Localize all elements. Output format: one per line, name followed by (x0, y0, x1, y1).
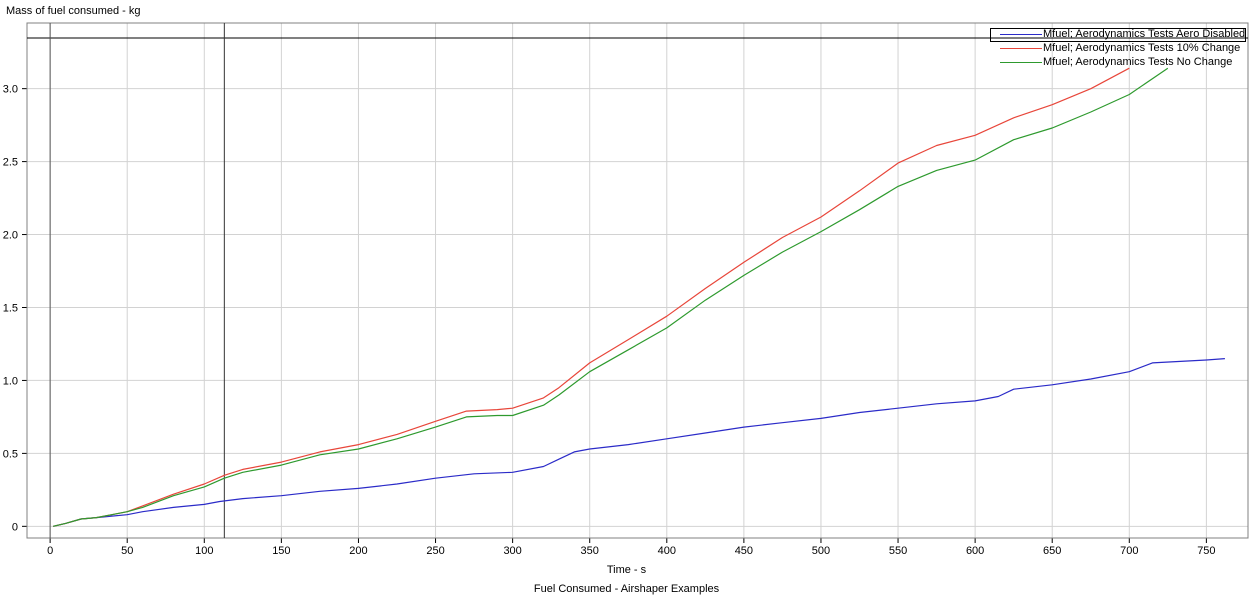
y-tick-label: 2.5 (3, 157, 18, 169)
x-tick-label: 500 (812, 545, 830, 557)
y-axis-label: Mass of fuel consumed - kg (6, 5, 141, 17)
x-axis-label: Time - s (606, 564, 647, 576)
legend-swatch (1000, 62, 1042, 63)
y-tick-label: 1.5 (3, 302, 18, 314)
x-tick-label: 200 (349, 545, 367, 557)
axes (22, 22, 1249, 543)
legend-selection-box (990, 28, 1246, 42)
series-lines (53, 67, 1225, 527)
plot-frame (26, 22, 1249, 539)
legend-item-10pct-change[interactable]: Mfuel; Aerodynamics Tests 10% Change (990, 42, 1246, 55)
legend-swatch (1000, 34, 1042, 35)
x-tick-label: 650 (1043, 545, 1061, 557)
x-tick-label: 150 (272, 545, 290, 557)
y-tick-label: 3.0 (3, 84, 18, 96)
x-tick-label: 600 (966, 545, 984, 557)
legend[interactable]: Mfuel; Aerodynamics Tests Aero Disabled … (990, 28, 1246, 72)
x-tick-label: 350 (581, 545, 599, 557)
x-tick-label: 700 (1120, 545, 1138, 557)
x-tick-label: 550 (889, 545, 907, 557)
x-tick-label: 100 (195, 545, 213, 557)
x-tick-label: 750 (1197, 545, 1215, 557)
x-tick-label: 50 (121, 545, 133, 557)
legend-label: Mfuel; Aerodynamics Tests Aero Disabled (1043, 28, 1246, 40)
y-tick-label: 0 (12, 521, 18, 533)
series-line-1 (53, 67, 1130, 527)
legend-label: Mfuel; Aerodynamics Tests 10% Change (1043, 42, 1241, 54)
series-line-2 (53, 67, 1169, 527)
chart-caption: Fuel Consumed - Airshaper Examples (533, 583, 720, 595)
x-tick-label: 400 (658, 545, 676, 557)
x-tick-label: 450 (735, 545, 753, 557)
legend-item-no-change[interactable]: Mfuel; Aerodynamics Tests No Change (990, 56, 1246, 69)
x-tick-label: 300 (503, 545, 521, 557)
series-line-0 (53, 358, 1225, 527)
legend-label: Mfuel; Aerodynamics Tests No Change (1043, 56, 1233, 68)
legend-item-aero-disabled[interactable]: Mfuel; Aerodynamics Tests Aero Disabled (990, 28, 1246, 41)
y-tick-label: 2.0 (3, 230, 18, 242)
tick-labels: 0 50 100 150 200 250 300 350 400 450 500 550 600 650 7… (3, 84, 1216, 557)
y-tick-label: 1.0 (3, 375, 18, 387)
legend-swatch (1000, 48, 1042, 49)
y-tick-label: 0.5 (3, 448, 18, 460)
grid (27, 23, 1248, 538)
x-tick-label: 0 (47, 545, 53, 557)
x-tick-label: 250 (426, 545, 444, 557)
